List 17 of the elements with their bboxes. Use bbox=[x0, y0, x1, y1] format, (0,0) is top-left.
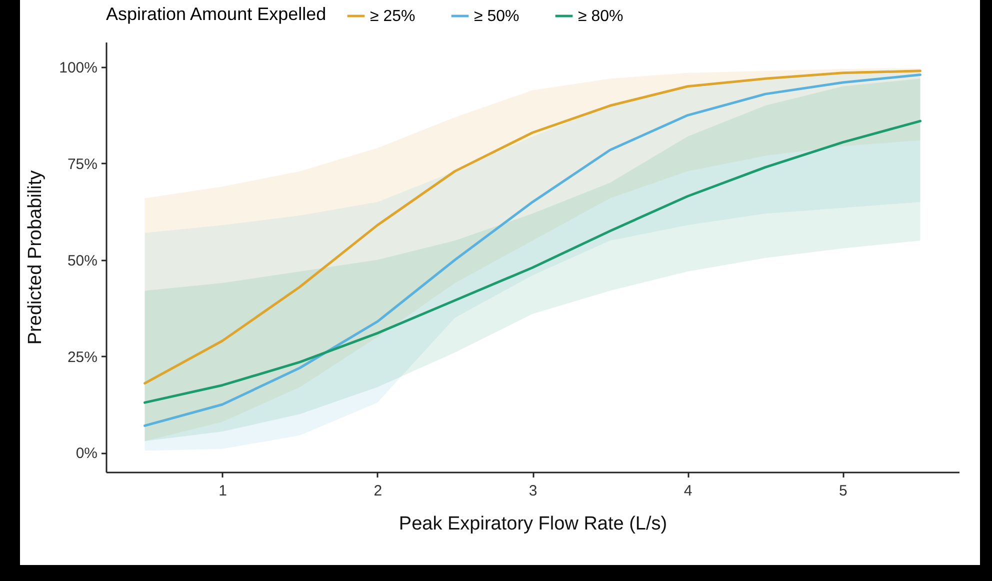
legend-label: ≥ 25% bbox=[370, 8, 416, 25]
y-axis-title: Predicted Probability bbox=[25, 170, 46, 345]
line-series bbox=[144, 120, 922, 404]
x-tick-label: 3 bbox=[528, 482, 538, 500]
y-tick-label: 0% bbox=[76, 445, 98, 462]
y-tick-label: 50% bbox=[67, 252, 98, 270]
legend-label: ≥ 50% bbox=[474, 8, 520, 25]
y-tick-label: 75% bbox=[67, 156, 98, 173]
legend-label: ≥ 80% bbox=[578, 8, 624, 25]
x-tick-label: 4 bbox=[684, 482, 692, 500]
x-tick-label: 1 bbox=[218, 482, 227, 500]
legend-title: Aspiration Amount Expelled bbox=[106, 4, 326, 24]
y-tick-label: 100% bbox=[59, 60, 98, 77]
y-tick-label: 25% bbox=[67, 348, 98, 366]
x-tick-label: 2 bbox=[374, 482, 382, 500]
x-tick-label: 5 bbox=[839, 482, 848, 500]
x-axis-title: Peak Expiratory Flow Rate (L/s) bbox=[398, 514, 668, 534]
